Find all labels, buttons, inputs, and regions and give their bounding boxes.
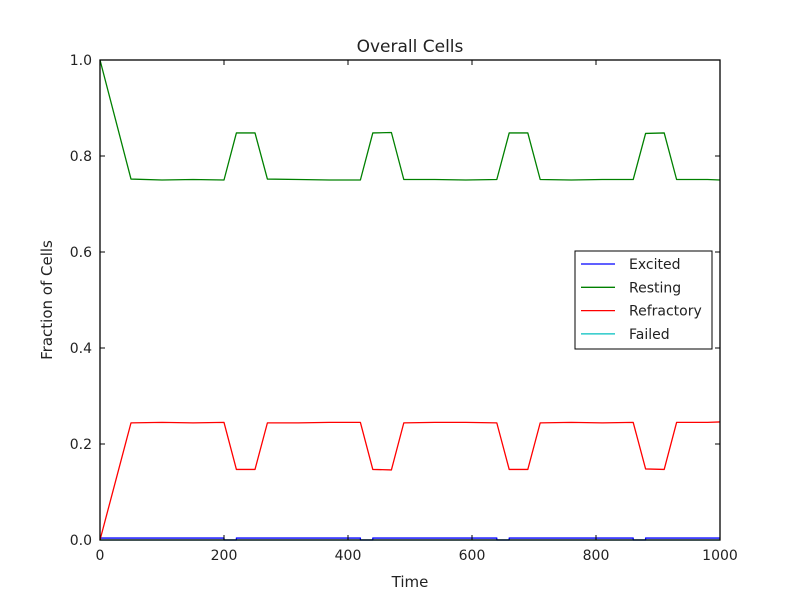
y-tick-label: 0.4: [70, 341, 92, 357]
y-axis-label: Fraction of Cells: [38, 240, 56, 360]
y-tick-label: 1.0: [70, 53, 92, 69]
legend-label-failed: Failed: [629, 327, 670, 343]
y-tick-label: 0.8: [70, 149, 92, 165]
series-line-refractory: [100, 422, 720, 540]
chart-title: Overall Cells: [357, 37, 464, 57]
y-tick-label: 0.6: [70, 245, 92, 261]
y-tick-label: 0.0: [70, 533, 92, 549]
x-axis-label: Time: [391, 573, 429, 591]
legend-label-resting: Resting: [629, 280, 681, 296]
series-line-resting: [100, 60, 720, 180]
legend-label-excited: Excited: [629, 257, 680, 273]
x-tick-label: 0: [96, 548, 105, 564]
x-tick-label: 600: [459, 548, 486, 564]
legend: Excited Resting Refractory Failed: [575, 251, 712, 349]
legend-label-refractory: Refractory: [629, 304, 702, 320]
x-tick-label: 200: [211, 548, 238, 564]
y-tick-label: 0.2: [70, 437, 92, 453]
x-tick-label: 800: [583, 548, 610, 564]
x-tick-label: 400: [335, 548, 362, 564]
x-tick-label: 1000: [702, 548, 738, 564]
